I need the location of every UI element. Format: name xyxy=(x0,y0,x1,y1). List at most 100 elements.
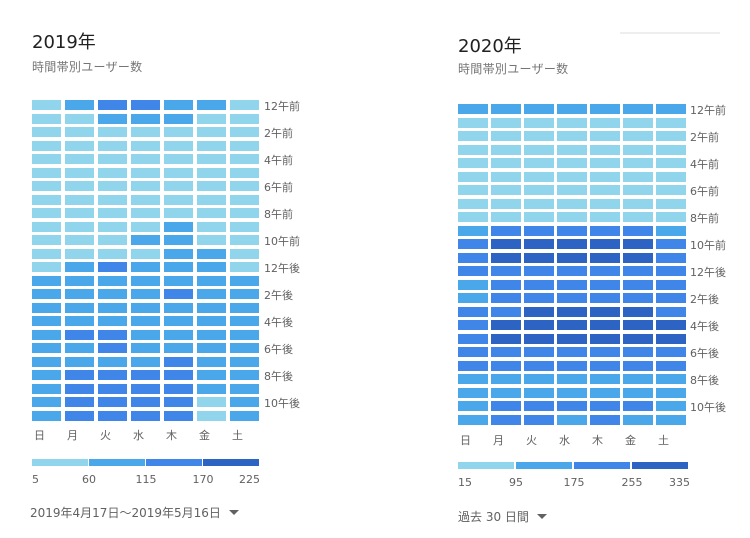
heatmap-cell[interactable] xyxy=(197,329,226,340)
heatmap-cell[interactable] xyxy=(230,329,259,340)
heatmap-cell[interactable] xyxy=(491,185,521,195)
heatmap-cell[interactable] xyxy=(656,158,686,168)
heatmap-cell[interactable] xyxy=(656,306,686,317)
heatmap-cell[interactable] xyxy=(557,347,587,357)
heatmap-cell[interactable] xyxy=(98,248,127,259)
heatmap-cell[interactable] xyxy=(164,329,193,340)
heatmap-cell[interactable] xyxy=(491,252,521,263)
heatmap-cell[interactable] xyxy=(197,262,226,272)
heatmap-cell[interactable] xyxy=(590,225,620,236)
heatmap-cell[interactable] xyxy=(230,356,259,367)
heatmap-cell[interactable] xyxy=(458,185,488,195)
heatmap-cell[interactable] xyxy=(131,235,160,245)
heatmap-cell[interactable] xyxy=(458,414,488,425)
heatmap-cell[interactable] xyxy=(230,140,259,151)
heatmap-cell[interactable] xyxy=(623,266,653,276)
heatmap-cell[interactable] xyxy=(32,302,61,313)
heatmap-cell[interactable] xyxy=(131,221,160,232)
heatmap-cell[interactable] xyxy=(164,235,193,245)
heatmap-cell[interactable] xyxy=(197,154,226,164)
heatmap-cell[interactable] xyxy=(557,117,587,128)
heatmap-cell[interactable] xyxy=(32,329,61,340)
heatmap-cell[interactable] xyxy=(131,194,160,205)
heatmap-cell[interactable] xyxy=(458,387,488,398)
heatmap-cell[interactable] xyxy=(458,158,488,168)
heatmap-cell[interactable] xyxy=(98,356,127,367)
heatmap-cell[interactable] xyxy=(524,144,554,155)
heatmap-cell[interactable] xyxy=(557,266,587,276)
heatmap-cell[interactable] xyxy=(491,131,521,141)
heatmap-cell[interactable] xyxy=(164,383,193,394)
heatmap-cell[interactable] xyxy=(65,329,94,340)
heatmap-cell[interactable] xyxy=(491,144,521,155)
heatmap-cell[interactable] xyxy=(65,113,94,124)
heatmap-cell[interactable] xyxy=(590,347,620,357)
heatmap-cell[interactable] xyxy=(623,225,653,236)
heatmap-cell[interactable] xyxy=(557,158,587,168)
heatmap-cell[interactable] xyxy=(491,198,521,209)
heatmap-cell[interactable] xyxy=(590,104,620,114)
heatmap-cell[interactable] xyxy=(164,194,193,205)
heatmap-cell[interactable] xyxy=(623,198,653,209)
heatmap-cell[interactable] xyxy=(656,131,686,141)
heatmap-cell[interactable] xyxy=(590,306,620,317)
heatmap-cell[interactable] xyxy=(98,194,127,205)
heatmap-cell[interactable] xyxy=(65,154,94,164)
heatmap-cell[interactable] xyxy=(65,167,94,178)
heatmap-cell[interactable] xyxy=(164,100,193,110)
heatmap-cell[interactable] xyxy=(98,154,127,164)
heatmap-cell[interactable] xyxy=(623,374,653,384)
heatmap-cell[interactable] xyxy=(491,360,521,371)
heatmap-cell[interactable] xyxy=(458,347,488,357)
heatmap-cell[interactable] xyxy=(230,194,259,205)
heatmap-cell[interactable] xyxy=(656,347,686,357)
heatmap-cell[interactable] xyxy=(197,343,226,353)
heatmap-cell[interactable] xyxy=(230,100,259,110)
heatmap-cell[interactable] xyxy=(557,320,587,330)
heatmap-cell[interactable] xyxy=(623,306,653,317)
heatmap-cell[interactable] xyxy=(65,370,94,380)
heatmap-cell[interactable] xyxy=(656,374,686,384)
heatmap-cell[interactable] xyxy=(590,266,620,276)
heatmap-cell[interactable] xyxy=(131,329,160,340)
heatmap-cell[interactable] xyxy=(230,208,259,218)
heatmap-cell[interactable] xyxy=(164,370,193,380)
heatmap-cell[interactable] xyxy=(623,414,653,425)
date-range-dropdown[interactable]: 2019年4月17日〜2019年5月16日 xyxy=(30,504,239,521)
heatmap-cell[interactable] xyxy=(32,208,61,218)
heatmap-cell[interactable] xyxy=(491,225,521,236)
heatmap-cell[interactable] xyxy=(623,347,653,357)
heatmap-cell[interactable] xyxy=(230,275,259,286)
heatmap-cell[interactable] xyxy=(230,167,259,178)
heatmap-cell[interactable] xyxy=(524,414,554,425)
heatmap-cell[interactable] xyxy=(623,117,653,128)
heatmap-cell[interactable] xyxy=(590,171,620,182)
heatmap-cell[interactable] xyxy=(65,275,94,286)
heatmap-cell[interactable] xyxy=(230,248,259,259)
heatmap-cell[interactable] xyxy=(65,356,94,367)
heatmap-cell[interactable] xyxy=(524,185,554,195)
heatmap-cell[interactable] xyxy=(197,383,226,394)
heatmap-cell[interactable] xyxy=(197,181,226,191)
heatmap-cell[interactable] xyxy=(230,383,259,394)
heatmap-cell[interactable] xyxy=(590,279,620,290)
heatmap-cell[interactable] xyxy=(32,343,61,353)
heatmap-cell[interactable] xyxy=(590,387,620,398)
heatmap-cell[interactable] xyxy=(623,387,653,398)
heatmap-cell[interactable] xyxy=(230,302,259,313)
heatmap-cell[interactable] xyxy=(197,235,226,245)
heatmap-cell[interactable] xyxy=(197,410,226,421)
heatmap-cell[interactable] xyxy=(230,410,259,421)
heatmap-cell[interactable] xyxy=(164,275,193,286)
heatmap-cell[interactable] xyxy=(164,140,193,151)
heatmap-cell[interactable] xyxy=(131,289,160,299)
heatmap-cell[interactable] xyxy=(98,235,127,245)
heatmap-cell[interactable] xyxy=(65,127,94,137)
heatmap-cell[interactable] xyxy=(164,410,193,421)
heatmap-cell[interactable] xyxy=(623,104,653,114)
heatmap-cell[interactable] xyxy=(458,252,488,263)
heatmap-cell[interactable] xyxy=(458,293,488,303)
heatmap-cell[interactable] xyxy=(197,275,226,286)
heatmap-cell[interactable] xyxy=(623,320,653,330)
heatmap-cell[interactable] xyxy=(131,127,160,137)
